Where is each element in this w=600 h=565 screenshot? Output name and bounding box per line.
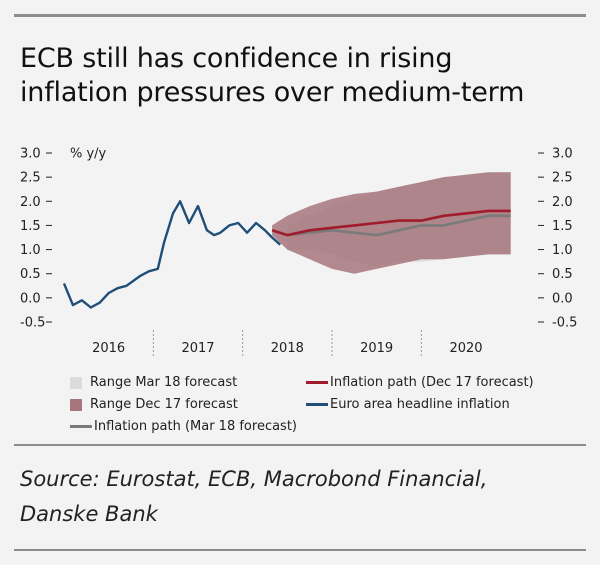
- legend-item-range-dec17: Range Dec 17 forecast: [70, 397, 238, 412]
- chart-title-line-2: inflation pressures over medium-term: [20, 77, 525, 108]
- headline-inflation-line: [62, 200, 281, 309]
- bottom-rule: [14, 549, 586, 551]
- legend-swatch-dec17-path: [306, 381, 328, 384]
- y-tick-label-right: 0.5: [552, 267, 573, 282]
- legend-item-headline: Euro area headline inflation: [306, 397, 510, 412]
- y-tick-label-right: -0.5: [552, 316, 577, 331]
- y-tick-label-left: 1.5: [20, 219, 41, 234]
- chart-area: 3.0 3.0 2.5 2.5 2.0 2.0 1.5 1.5 1.0 1.0 0.5 0.5 0.0 0…: [20, 147, 577, 358]
- y-tick-label-right: 2.5: [552, 171, 573, 186]
- x-tick-label: 2018: [271, 341, 304, 356]
- source-note: Source: Eurostat, ECB, Macrobond Financi…: [20, 462, 487, 532]
- range-dec17-area: [272, 172, 511, 274]
- x-tick-label: 2019: [360, 341, 393, 356]
- mar18-path-line: [287, 214, 511, 237]
- chart-title: ECB still has confidence in rising infla…: [20, 42, 524, 110]
- legend-swatch-range-dec17: [70, 398, 82, 411]
- forecast-ranges: [272, 172, 511, 274]
- y-tick-label-right: 1.5: [552, 219, 573, 234]
- legend-item-dec17-path: Inflation path (Dec 17 forecast): [306, 375, 534, 390]
- source-line-2: Danske Bank: [20, 502, 158, 526]
- axes: 3.0 3.0 2.5 2.5 2.0 2.0 1.5 1.5 1.0 1.0 0.5 0.5 0.0 0…: [20, 147, 577, 358]
- chart-title-line-1: ECB still has confidence in rising: [20, 43, 453, 74]
- legend-label-range-mar18: Range Mar 18 forecast: [90, 375, 238, 390]
- source-line-1: Source: Eurostat, ECB, Macrobond Financi…: [20, 467, 488, 491]
- y-tick-label-left: 1.0: [20, 243, 41, 258]
- series-lines: [62, 200, 511, 309]
- y-tick-label-right: 2.0: [552, 195, 573, 210]
- legend-label-mar18-path: Inflation path (Mar 18 forecast): [94, 419, 297, 434]
- y-tick-label-right: 3.0: [552, 147, 573, 162]
- y-tick-label-left: -0.5: [20, 316, 45, 331]
- x-tick-label: 2017: [181, 341, 214, 356]
- x-tick-label: 2016: [92, 341, 125, 356]
- y-axis-unit-label: % y/y: [70, 147, 107, 162]
- y-tick-label-left: 0.5: [20, 267, 41, 282]
- x-tick-label: 2020: [449, 341, 482, 356]
- legend-swatch-mar18-path: [70, 425, 92, 428]
- legend-swatch-headline: [306, 403, 328, 406]
- legend-item-mar18-path: Inflation path (Mar 18 forecast): [70, 419, 297, 434]
- legend-label-dec17-path: Inflation path (Dec 17 forecast): [330, 375, 534, 390]
- top-rule: [14, 14, 586, 17]
- y-tick-label-left: 0.0: [20, 291, 41, 306]
- y-tick-label-left: 3.0: [20, 147, 41, 162]
- dec17-path-line: [271, 209, 511, 237]
- middle-rule: [14, 444, 586, 446]
- y-tick-label-left: 2.0: [20, 195, 41, 210]
- y-tick-label-right: 1.0: [552, 243, 573, 258]
- y-tick-label-right: 0.0: [552, 291, 573, 306]
- y-tick-label-left: 2.5: [20, 171, 41, 186]
- legend-label-range-dec17: Range Dec 17 forecast: [90, 397, 238, 412]
- legend-label-headline: Euro area headline inflation: [330, 397, 510, 412]
- legend-swatch-range-mar18: [70, 376, 82, 389]
- legend-item-range-mar18: Range Mar 18 forecast: [70, 375, 237, 390]
